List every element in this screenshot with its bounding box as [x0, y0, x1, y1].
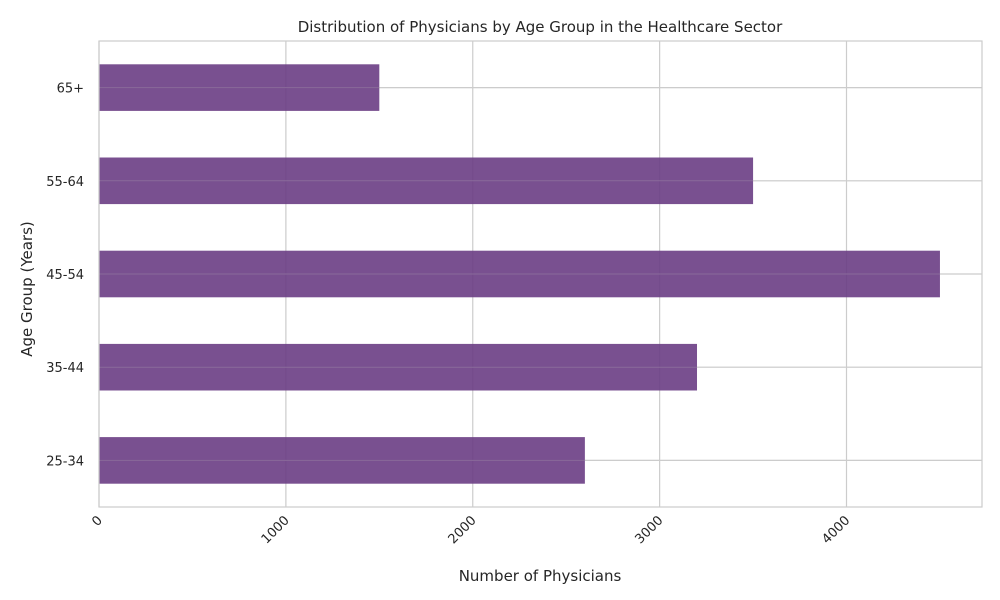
x-tick-label: 4000 — [819, 513, 853, 547]
x-tick-label: 2000 — [446, 513, 480, 547]
bar — [99, 157, 754, 205]
bar — [99, 250, 940, 298]
bars — [99, 64, 982, 484]
bar — [99, 343, 698, 391]
bar — [99, 64, 380, 111]
y-tick-labels: 25-34 35-44 45-54 55-64 65+ — [46, 82, 84, 470]
y-tick-label: 65+ — [57, 82, 84, 97]
y-axis-label: Age Group (Years) — [18, 221, 36, 357]
x-axis-label: Number of Physicians — [459, 567, 622, 585]
x-tick-labels: 0 1000 2000 3000 4000 — [89, 513, 853, 547]
x-tick-label: 1000 — [259, 513, 293, 547]
y-tick-label: 35-44 — [46, 361, 84, 376]
y-tick-label: 45-54 — [46, 268, 84, 283]
x-tick-label: 3000 — [632, 513, 666, 547]
y-tick-label: 25-34 — [46, 454, 84, 469]
bar — [99, 437, 585, 484]
chart-title: Distribution of Physicians by Age Group … — [298, 18, 783, 36]
x-tick-label: 0 — [89, 513, 105, 529]
y-tick-label: 55-64 — [46, 175, 84, 190]
plot-frame — [98, 40, 983, 508]
